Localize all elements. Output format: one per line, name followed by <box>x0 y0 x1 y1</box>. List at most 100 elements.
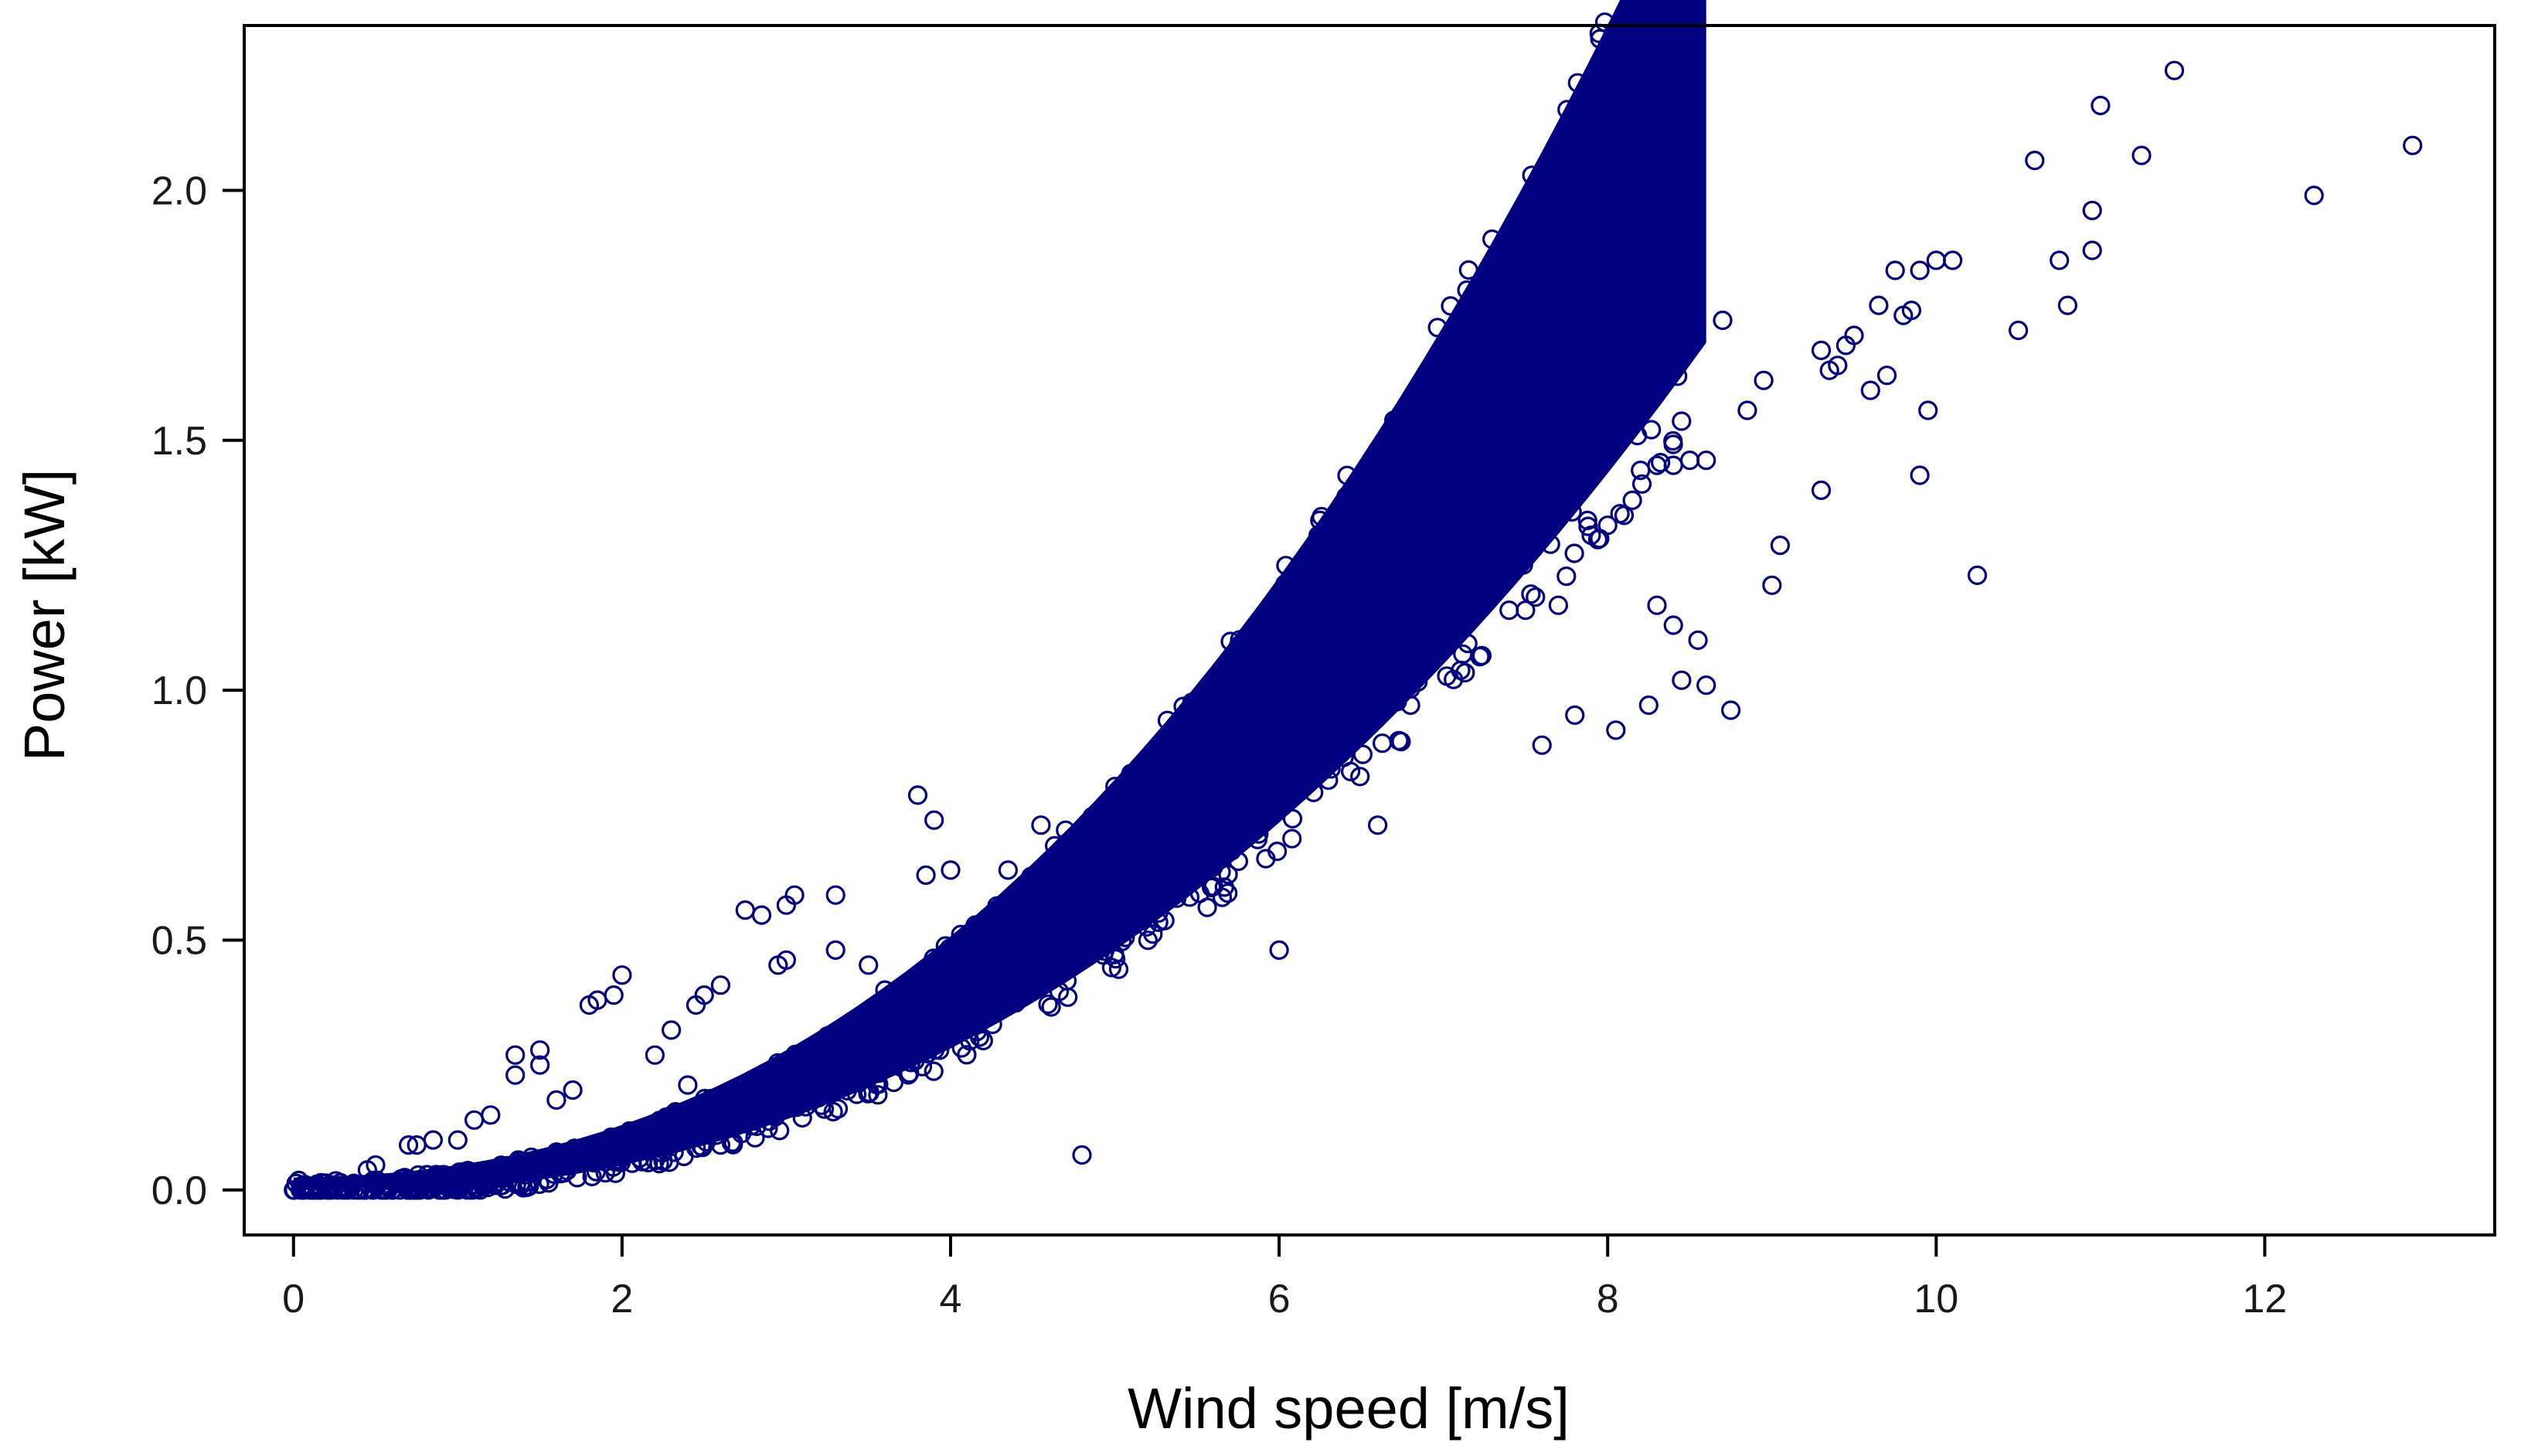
data-point <box>794 1049 815 1069</box>
data-point <box>1484 296 1504 316</box>
data-point <box>858 1083 878 1104</box>
data-point <box>1408 672 1428 692</box>
data-point <box>1339 672 1359 692</box>
data-point <box>792 1107 812 1128</box>
data-point <box>491 1155 512 1175</box>
data-point <box>1597 515 1618 536</box>
data-point <box>1652 153 1672 173</box>
data-point <box>1424 631 1444 651</box>
data-point <box>965 915 985 935</box>
data-point <box>978 943 998 963</box>
data-point <box>936 961 956 981</box>
data-point <box>868 1085 888 1105</box>
data-point <box>1603 177 1623 197</box>
data-point <box>1230 630 1250 650</box>
data-point <box>1260 760 1281 781</box>
data-point <box>1901 301 1921 321</box>
data-point <box>1033 871 1053 891</box>
data-point <box>1659 63 1679 83</box>
data-point <box>544 1152 564 1173</box>
data-point <box>1618 392 1638 412</box>
data-point <box>1513 555 1533 575</box>
data-point <box>1516 600 1536 621</box>
data-point <box>927 958 947 978</box>
data-point <box>1628 425 1648 446</box>
data-point <box>924 810 944 830</box>
data-point <box>916 865 936 886</box>
data-point <box>1224 803 1245 823</box>
data-point <box>1135 862 1155 883</box>
data-point <box>1499 464 1519 485</box>
data-point <box>1415 511 1435 531</box>
data-point <box>1031 815 1051 835</box>
data-point <box>1653 184 1673 204</box>
data-point <box>1136 750 1157 770</box>
data-point <box>1214 825 1234 845</box>
data-point <box>917 1043 937 1063</box>
data-point <box>1294 710 1314 730</box>
data-point <box>888 995 908 1015</box>
data-point <box>2050 250 2070 270</box>
data-point <box>900 1063 920 1083</box>
data-point <box>759 1111 779 1131</box>
data-point <box>1191 851 1211 871</box>
data-point <box>805 1053 825 1074</box>
data-point <box>627 1141 647 1162</box>
data-point <box>911 969 932 989</box>
data-point <box>799 1053 819 1074</box>
data-point <box>1350 767 1370 787</box>
data-point <box>1626 147 1646 168</box>
data-point <box>1496 379 1517 399</box>
data-point <box>1943 250 1963 270</box>
data-point <box>1662 2 1682 22</box>
data-point <box>1471 283 1491 303</box>
data-point <box>1358 658 1379 678</box>
data-point <box>1448 403 1469 423</box>
data-point <box>1556 566 1577 587</box>
data-point <box>882 1007 903 1028</box>
data-point <box>1427 547 1448 568</box>
data-point <box>1123 907 1143 927</box>
data-point <box>1635 127 1655 147</box>
data-point <box>1366 709 1386 729</box>
data-point <box>1637 0 1657 9</box>
data-point <box>1918 400 1938 420</box>
data-point <box>723 1132 743 1152</box>
data-point <box>1461 608 1481 629</box>
data-point <box>1642 304 1662 325</box>
data-point <box>859 955 879 975</box>
data-point <box>1431 344 1451 364</box>
data-point <box>638 1152 658 1172</box>
data-point <box>732 1106 752 1126</box>
data-point <box>924 1061 944 1081</box>
data-point <box>980 1003 1000 1023</box>
data-point <box>1050 910 1070 930</box>
data-point <box>1474 357 1494 377</box>
data-point <box>1497 240 1517 260</box>
data-point <box>1550 232 1570 252</box>
data-point <box>1408 584 1428 604</box>
data-point <box>1540 534 1560 554</box>
data-point <box>1203 830 1223 850</box>
data-point <box>1044 835 1065 856</box>
data-point <box>1581 525 1601 546</box>
data-point <box>1548 240 1569 260</box>
data-point <box>1349 658 1370 678</box>
data-point <box>1509 258 1529 278</box>
data-point <box>1443 620 1464 641</box>
data-point <box>1532 735 1552 755</box>
data-point <box>1520 413 1541 434</box>
data-point <box>664 1142 684 1162</box>
data-point <box>1322 744 1343 764</box>
data-point <box>1402 452 1422 473</box>
data-point <box>2082 200 2102 220</box>
data-point <box>612 965 632 985</box>
data-point <box>1458 260 1478 280</box>
data-point <box>1635 334 1655 354</box>
data-point <box>400 1180 420 1200</box>
data-point <box>844 1040 865 1060</box>
data-point <box>1120 873 1141 893</box>
data-point <box>1148 903 1169 924</box>
data-point <box>825 940 845 961</box>
